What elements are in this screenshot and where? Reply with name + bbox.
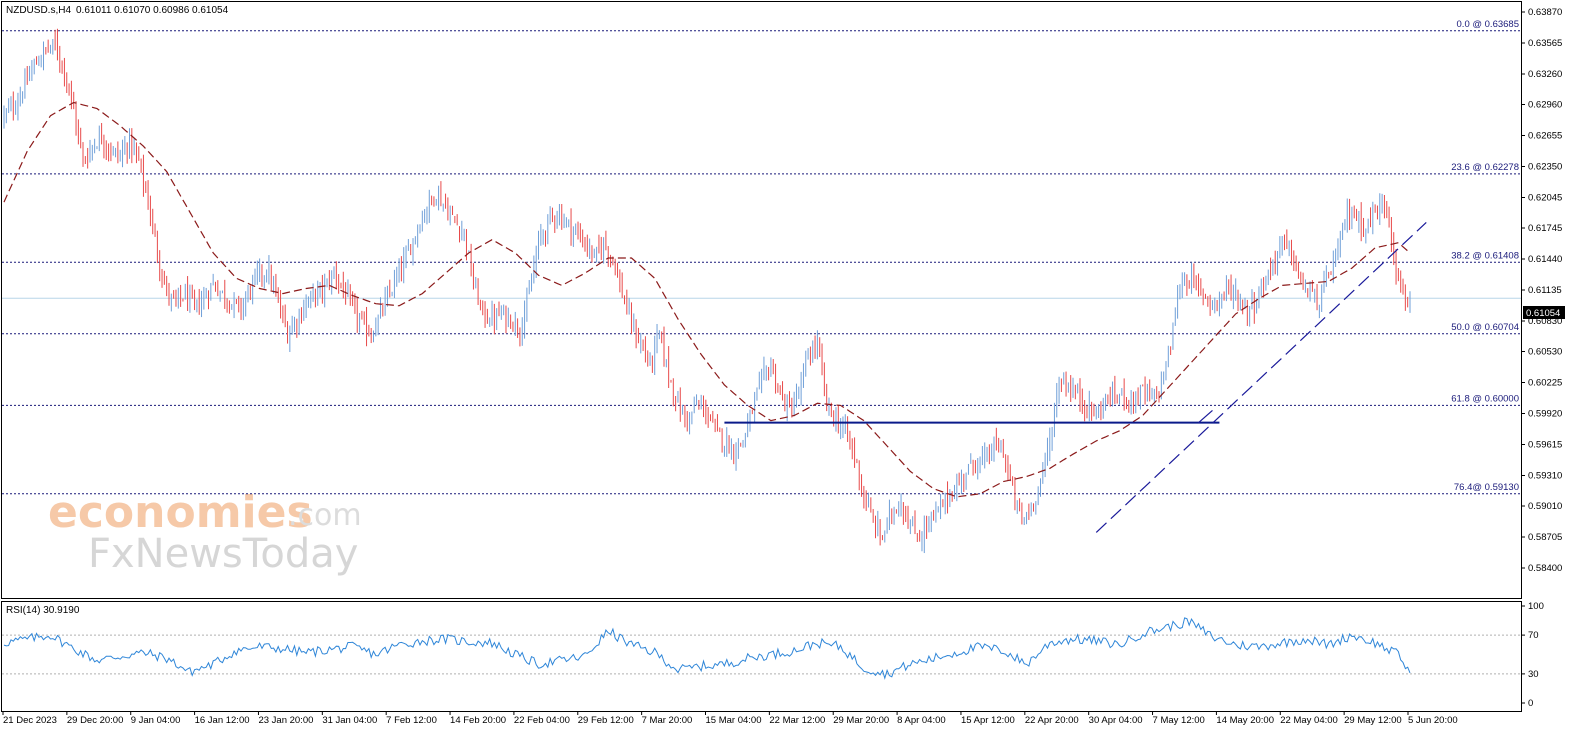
chart-ohlc: 0.61011 0.61070 0.60986 0.61054: [76, 5, 229, 16]
y-tick-label: 0.63565: [1528, 38, 1562, 49]
y-tick-label: 0.59310: [1528, 471, 1562, 482]
x-tick-label: 21 Dec 2023: [3, 715, 57, 726]
y-axis: 0.63870 0.63565 0.63260 0.62960 0.62655 0.623…: [1521, 7, 1562, 574]
watermark-brand: economies: [48, 487, 313, 538]
fib-level-label: 61.8 @ 0.60000: [1451, 393, 1519, 404]
candles: [3, 28, 1411, 554]
x-tick-label: 7 Feb 12:00: [386, 715, 437, 726]
x-tick-label: 30 Apr 04:00: [1089, 715, 1143, 726]
y-tick-label: 0.61135: [1528, 285, 1562, 296]
y-tick-label: 0.63870: [1528, 7, 1562, 18]
uptrend-line-extension: [1198, 409, 1213, 424]
watermark-brand2: FxNewsToday: [88, 531, 358, 577]
y-tick-label: 0.59920: [1528, 408, 1562, 419]
moving-average: [3, 101, 1409, 498]
fib-level-label: 38.2 @ 0.61408: [1451, 250, 1519, 261]
fibonacci-levels: 0.0 @ 0.63685 23.6 @ 0.62278 38.2 @ 0.6140…: [2, 19, 1521, 495]
x-tick-label: 22 Apr 20:00: [1025, 715, 1079, 726]
y-tick-label: 0.60225: [1528, 377, 1562, 388]
moving-average-line: [3, 101, 1409, 498]
x-tick-label: 9 Jan 04:00: [131, 715, 181, 726]
current-price-tag: [1523, 306, 1565, 319]
x-tick-label: 8 Apr 04:00: [897, 715, 946, 726]
x-tick-label: 22 Mar 12:00: [769, 715, 825, 726]
rsi-tick-label: 100: [1528, 601, 1544, 612]
y-tick-label: 0.62350: [1528, 162, 1562, 173]
trendlines: [724, 221, 1427, 533]
x-tick-label: 15 Apr 12:00: [961, 715, 1015, 726]
current-price-value: 0.61054: [1526, 308, 1560, 319]
watermark-brand-suffix: .com: [288, 498, 362, 533]
rsi-panel-frame: [1, 601, 1522, 712]
x-tick-label: 22 Feb 04:00: [514, 715, 570, 726]
y-tick-label: 0.62960: [1528, 99, 1562, 110]
y-tick-label: 0.60530: [1528, 346, 1562, 357]
fib-level-label: 50.0 @ 0.60704: [1451, 322, 1519, 333]
y-tick-label: 0.58705: [1528, 532, 1562, 543]
rsi-tick-label: 30: [1528, 669, 1539, 680]
fib-level-label: 76.4@ 0.59130: [1454, 482, 1519, 493]
y-tick-label: 0.58400: [1528, 563, 1562, 574]
rsi-tick-label: 70: [1528, 630, 1539, 641]
rsi-label: RSI(14) 30.9190: [6, 605, 80, 616]
x-tick-label: 5 Jun 20:00: [1408, 715, 1458, 726]
y-tick-label: 0.59615: [1528, 440, 1562, 451]
x-tick-label: 29 Mar 20:00: [833, 715, 889, 726]
chart-symbol: NZDUSD.s,H4: [6, 5, 71, 16]
y-tick-label: 0.59010: [1528, 501, 1562, 512]
x-tick-label: 14 May 20:00: [1216, 715, 1274, 726]
rsi-line: [3, 617, 1411, 680]
y-tick-label: 0.62655: [1528, 130, 1562, 141]
x-tick-label: 31 Jan 04:00: [322, 715, 377, 726]
x-tick-label: 7 May 12:00: [1153, 715, 1205, 726]
rsi-tick-label: 0: [1528, 698, 1533, 709]
x-tick-label: 15 Mar 04:00: [706, 715, 762, 726]
main-panel-frame: [1, 1, 1522, 599]
x-tick-label: 29 Dec 20:00: [67, 715, 124, 726]
y-tick-label: 0.62045: [1528, 193, 1562, 204]
x-tick-label: 29 Feb 12:00: [578, 715, 634, 726]
x-tick-label: 29 May 12:00: [1344, 715, 1402, 726]
fib-level-label: 23.6 @ 0.62278: [1451, 162, 1519, 173]
y-tick-label: 0.61745: [1528, 223, 1562, 234]
x-tick-label: 23 Jan 20:00: [258, 715, 313, 726]
x-tick-label: 7 Mar 20:00: [642, 715, 693, 726]
rsi-indicator: 100 70 30 0: [2, 601, 1544, 709]
x-tick-label: 22 May 04:00: [1280, 715, 1338, 726]
fib-level-label: 0.0 @ 0.63685: [1457, 19, 1519, 30]
x-tick-label: 16 Jan 12:00: [195, 715, 250, 726]
y-tick-label: 0.63260: [1528, 69, 1562, 80]
y-tick-label: 0.60830: [1528, 316, 1562, 327]
uptrend-line: [1095, 221, 1427, 533]
x-axis: 21 Dec 2023 29 Dec 20:00 9 Jan 04:00 16 Jan…: [2, 711, 1458, 726]
y-tick-label: 0.61440: [1528, 254, 1562, 265]
x-tick-label: 14 Feb 20:00: [450, 715, 506, 726]
